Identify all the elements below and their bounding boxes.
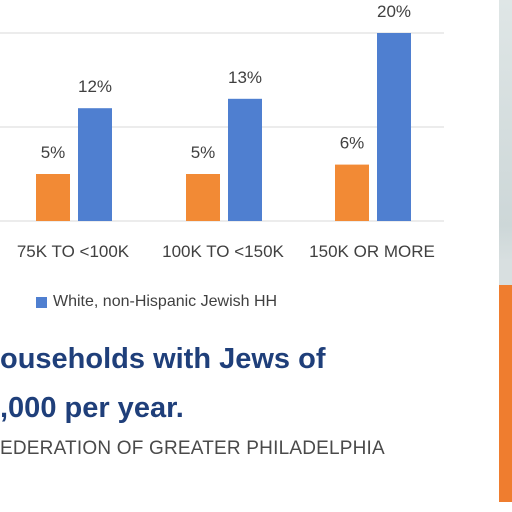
bar-orange — [36, 174, 70, 221]
side-panel-orange — [499, 285, 512, 502]
bar-blue — [377, 33, 411, 221]
legend: White, non-Hispanic Jewish HH — [36, 291, 277, 313]
data-label: 6% — [340, 134, 365, 153]
x-tick-label: 150K OR MORE — [309, 242, 435, 261]
bar-blue — [78, 108, 112, 221]
x-tick-label: 100K TO <150K — [162, 242, 284, 261]
legend-swatch-blue — [36, 296, 47, 308]
source-text: EDERATION OF GREATER PHILADELPHIA — [0, 438, 385, 459]
bar-orange — [335, 164, 369, 221]
data-label: 13% — [228, 68, 262, 87]
data-label: 20% — [377, 2, 411, 21]
bar-orange — [186, 174, 220, 221]
caption-line-2: ,000 per year. — [0, 392, 184, 424]
bar-chart: 5% 5% 6% 12% 13% 20% 75K TO <100K 100K TO <150… — [0, 2, 444, 261]
x-tick-label: 75K TO <100K — [17, 242, 130, 261]
legend-label: White, non-Hispanic Jewish HH — [53, 293, 278, 310]
data-label: 5% — [191, 143, 216, 162]
caption-line-1: ouseholds with Jews of — [0, 343, 326, 375]
bottom-strip — [0, 502, 512, 512]
data-label: 5% — [41, 143, 66, 162]
data-label: 12% — [78, 77, 112, 96]
bar-blue — [228, 98, 262, 221]
